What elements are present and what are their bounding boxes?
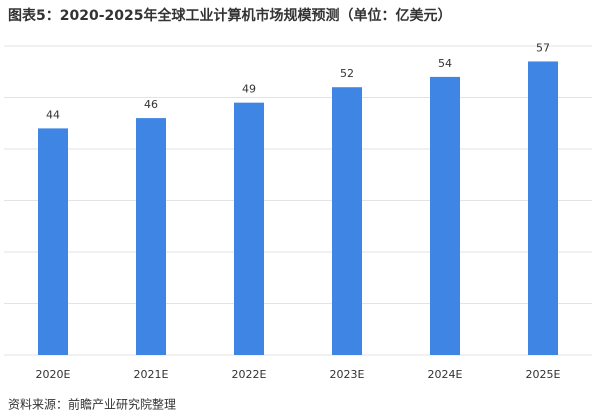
x-tick-label: 2022E xyxy=(232,368,267,381)
source-note: 资料来源：前瞻产业研究院整理 xyxy=(8,397,176,412)
bar xyxy=(38,128,68,355)
x-tick-label: 2020E xyxy=(36,368,71,381)
bar xyxy=(234,102,264,356)
data-label: 49 xyxy=(242,83,256,96)
x-tick-label: 2023E xyxy=(330,368,365,381)
bar xyxy=(528,61,558,355)
data-label: 44 xyxy=(46,108,60,121)
bar xyxy=(136,118,166,355)
x-tick-label: 2025E xyxy=(526,368,561,381)
x-tick-label: 2024E xyxy=(428,368,463,381)
data-label: 54 xyxy=(438,57,452,70)
x-tick-label: 2021E xyxy=(134,368,169,381)
bar xyxy=(332,87,362,355)
data-label: 46 xyxy=(144,98,158,111)
data-label: 57 xyxy=(536,41,550,54)
chart-title: 图表5：2020-2025年全球工业计算机市场规模预测（单位：亿美元） xyxy=(8,7,451,24)
data-label: 52 xyxy=(340,67,354,80)
bar xyxy=(430,76,460,356)
